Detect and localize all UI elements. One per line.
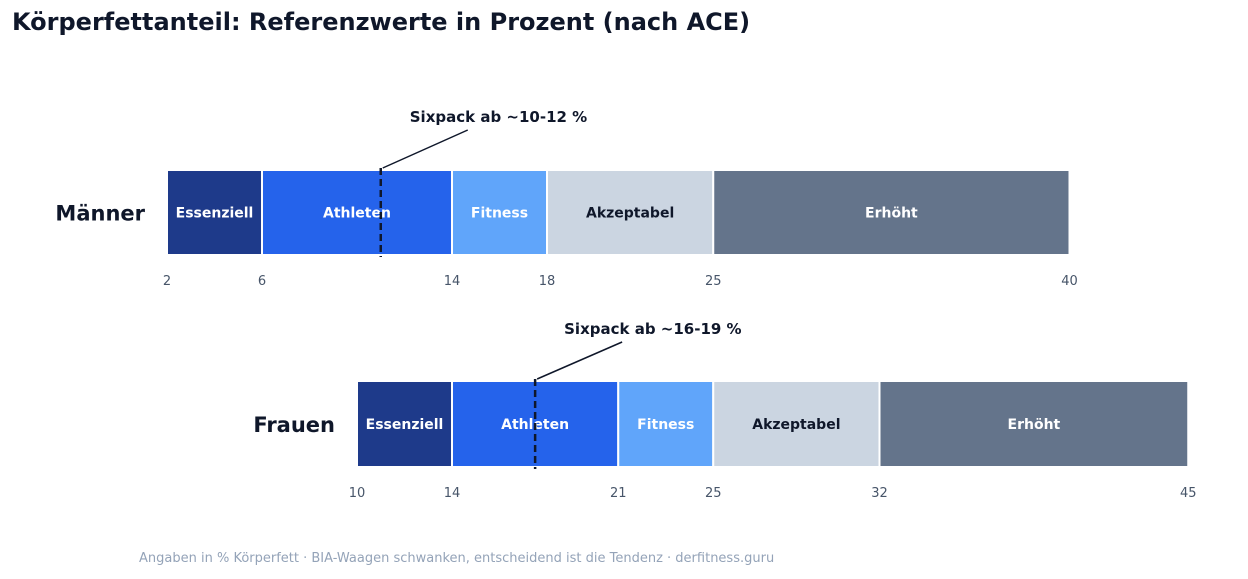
tick-label-frauen-5: 45: [1180, 486, 1197, 501]
tick-label-frauen-1: 14: [444, 486, 461, 501]
segment-label-maenner-2: Fitness: [471, 206, 528, 222]
segment-label-maenner-1: Athleten: [323, 206, 391, 222]
bar-segment-maenner-3: [546, 169, 715, 256]
row-label-frauen: Frauen: [253, 413, 335, 437]
segment-label-frauen-3: Akzeptabel: [752, 417, 840, 433]
tick-label-maenner-1: 6: [258, 274, 266, 289]
segment-label-maenner-3: Akzeptabel: [586, 206, 674, 222]
tick-label-maenner-4: 25: [705, 274, 722, 289]
annotation-leader-frauen: [536, 341, 623, 380]
segment-label-frauen-2: Fitness: [637, 417, 694, 433]
tick-label-frauen-4: 32: [871, 486, 888, 501]
tick-label-frauen-0: 10: [349, 486, 366, 501]
bar-segment-frauen-3: [712, 380, 881, 468]
chart-title: Körperfettanteil: Referenzwerte in Proze…: [12, 8, 751, 36]
tick-label-maenner-3: 18: [539, 274, 556, 289]
footnote: Angaben in % Körperfett · BIA-Waagen sch…: [139, 551, 775, 566]
bar-segment-maenner-1: [261, 169, 453, 256]
tick-label-maenner-5: 40: [1061, 274, 1078, 289]
row-label-maenner: Männer: [55, 202, 145, 226]
bar-segment-frauen-4: [878, 380, 1190, 468]
annotation-leader-maenner: [382, 129, 469, 169]
annotation-label-frauen: Sixpack ab ~16-19 %: [564, 320, 741, 338]
segment-label-maenner-0: Essenziell: [176, 206, 254, 222]
bar-segment-maenner-2: [451, 169, 548, 256]
segment-label-frauen-0: Essenziell: [366, 417, 444, 433]
segment-label-frauen-4: Erhöht: [1008, 417, 1061, 433]
tick-label-maenner-2: 14: [444, 274, 461, 289]
annotation-label-maenner: Sixpack ab ~10-12 %: [410, 108, 587, 126]
tick-label-frauen-3: 25: [705, 486, 722, 501]
bar-segment-maenner-4: [712, 169, 1071, 256]
tick-label-maenner-0: 2: [163, 274, 171, 289]
bar-segment-maenner-0: [166, 169, 263, 256]
segment-label-maenner-4: Erhöht: [865, 206, 918, 222]
tick-label-frauen-2: 21: [610, 486, 627, 501]
